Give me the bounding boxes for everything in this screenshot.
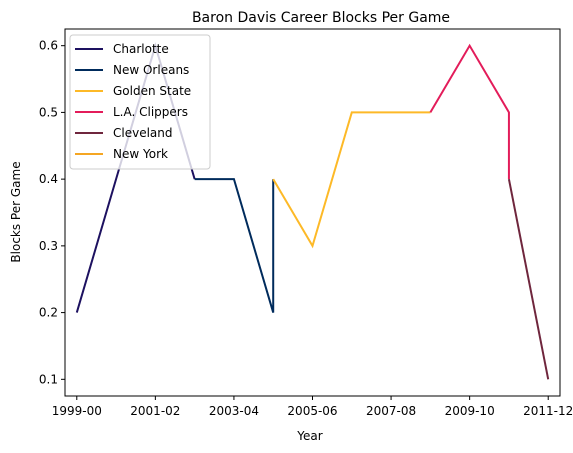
series-line-1: [194, 178, 275, 313]
legend-label: Charlotte: [113, 42, 169, 56]
chart-title: Baron Davis Career Blocks Per Game: [192, 10, 450, 26]
series-line-4: [507, 178, 550, 380]
y-tick-label: 0.2: [39, 306, 58, 320]
x-axis: 1999-00 2001-02 2003-04 2005-06 2007-08 2009-…: [52, 396, 573, 418]
x-tick-label: 2009-10: [445, 404, 495, 418]
y-axis: 0.1 0.2 0.3 0.4 0.5 0.6: [39, 39, 65, 386]
legend-label: Cleveland: [113, 126, 173, 140]
legend-label: Golden State: [113, 84, 191, 98]
legend-box: [69, 34, 211, 170]
y-tick-label: 0.5: [39, 105, 58, 119]
series-line-2: [272, 111, 431, 249]
legend-label: L.A. Clippers: [113, 105, 188, 119]
y-tick-label: 0.6: [39, 39, 58, 53]
x-tick-label: 2007-08: [366, 404, 416, 418]
x-tick-label: 2001-02: [130, 404, 180, 418]
x-axis-label: Year: [296, 429, 322, 443]
series-line-3: [429, 43, 510, 180]
y-tick-label: 0.3: [39, 239, 58, 253]
legend-label: New Orleans: [113, 63, 189, 77]
y-tick-label: 0.4: [39, 172, 58, 186]
x-tick-label: 1999-00: [52, 404, 102, 418]
x-tick-label: 2003-04: [209, 404, 259, 418]
x-tick-label: 2011-12: [523, 404, 573, 418]
y-tick-label: 0.1: [39, 372, 58, 386]
legend: Charlotte New Orleans Golden State L.A. Cli…: [69, 34, 211, 170]
x-tick-label: 2005-06: [287, 404, 337, 418]
legend-label: New York: [113, 147, 168, 161]
y-axis-label: Blocks Per Game: [9, 161, 23, 262]
